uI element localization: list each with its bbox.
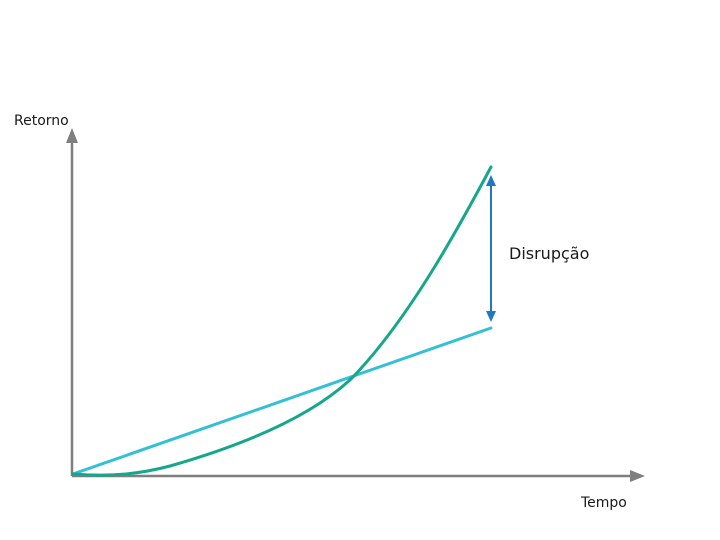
linear-line: [71, 326, 493, 476]
x-axis-label: Tempo: [581, 495, 627, 511]
gap-arrowhead-bottom: [486, 311, 496, 322]
disruption-label: Disrupção: [509, 244, 590, 263]
axes: [66, 128, 645, 482]
y-axis-label: Retorno: [14, 113, 69, 129]
exponential-curve: [71, 165, 493, 477]
gap-arrowhead-top: [486, 175, 496, 186]
y-axis-arrowhead: [66, 128, 78, 143]
x-axis-arrowhead: [630, 470, 645, 482]
gap-arrow: [486, 175, 496, 322]
